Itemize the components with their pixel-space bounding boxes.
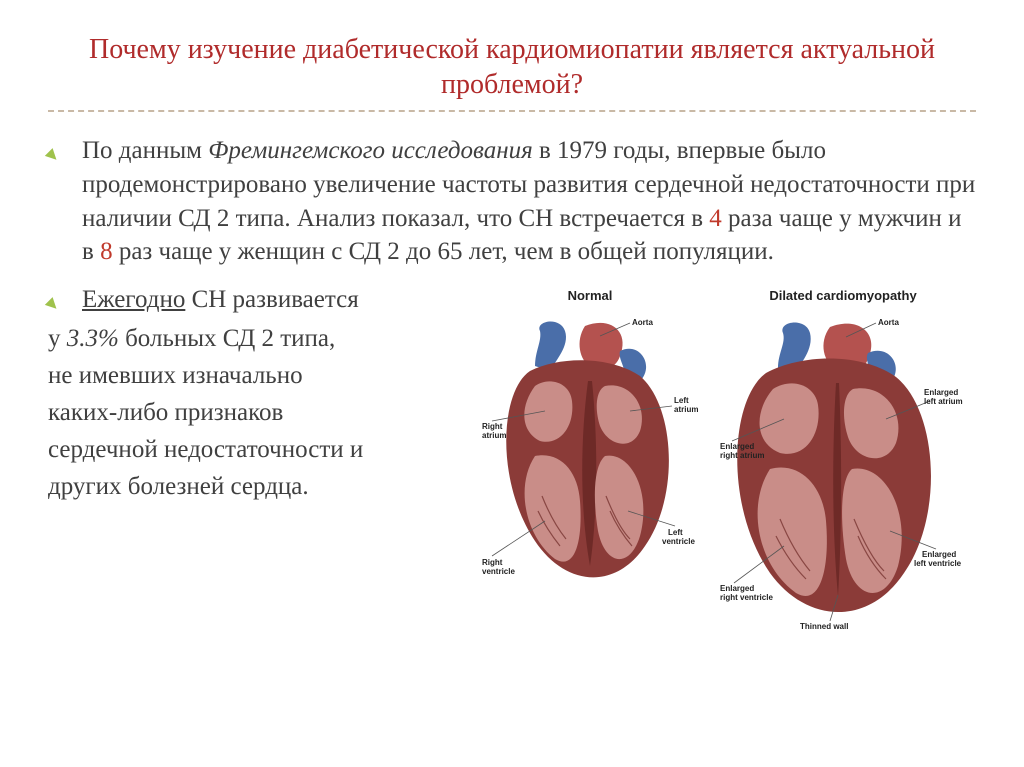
content-row: ▸ Ежегодно СН развивается у 3.3% больных…	[48, 283, 976, 631]
p2-rest: СН развивается	[185, 286, 358, 313]
label-aorta2: Aorta	[878, 318, 899, 327]
label-elv: Enlarged	[922, 550, 956, 559]
line-4: сердечной недостаточности и	[48, 432, 468, 467]
paragraph-1-text: По данным Фремингемского исследования в …	[82, 134, 976, 269]
label-aorta: Aorta	[632, 318, 653, 327]
p1-italic: Фремингемского исследования	[208, 137, 533, 164]
label-rv: Right	[482, 558, 503, 567]
heart-normal-title: Normal	[568, 287, 613, 305]
p1-rest3: раз чаще у женщин с СД 2 до 65 лет, чем …	[113, 238, 774, 265]
p1-n2: 8	[100, 238, 113, 265]
label-ra: Right	[482, 422, 503, 431]
line-1: у 3.3% больных СД 2 типа,	[48, 321, 468, 356]
label-lv: Left	[668, 528, 683, 537]
heart-normal-svg: Aorta Left atrium Right atrium Left vent…	[480, 311, 700, 611]
line-3: каких-либо признаков	[48, 395, 468, 430]
line-2: не имевших изначально	[48, 358, 468, 393]
label-thin: Thinned wall	[800, 622, 848, 631]
svg-text:ventricle: ventricle	[662, 537, 695, 546]
p1-lead: По данным	[82, 137, 208, 164]
l1b: больных СД 2 типа,	[119, 325, 335, 352]
label-ela: Enlarged	[924, 388, 958, 397]
heart-dilated-svg: Aorta Enlarged left atrium Enlarged righ…	[718, 311, 968, 631]
svg-text:atrium: atrium	[674, 405, 698, 414]
l1-pct: 3.3%	[67, 325, 119, 352]
title-divider	[48, 110, 976, 112]
paragraph-1: ▸ По данным Фремингемского исследования …	[48, 134, 976, 269]
slide: Почему изучение диабетической кардиомиоп…	[0, 0, 1024, 767]
svg-text:right ventricle: right ventricle	[720, 593, 773, 602]
heart-normal-card: Normal	[480, 287, 700, 631]
heart-dilated-card: Dilated cardiomyopathy	[718, 287, 968, 631]
label-la: Left	[674, 396, 689, 405]
slide-body: ▸ По данным Фремингемского исследования …	[48, 134, 976, 631]
bullet-icon: ▸	[48, 134, 82, 269]
diagram-column: Normal	[480, 283, 976, 631]
svg-text:ventricle: ventricle	[482, 567, 515, 576]
l1a: у	[48, 325, 67, 352]
p2-under: Ежегодно	[82, 286, 185, 313]
p1-n1: 4	[709, 205, 722, 232]
svg-text:right atrium: right atrium	[720, 451, 764, 460]
heart-dilated-title: Dilated cardiomyopathy	[769, 287, 916, 305]
bullet-icon: ▸	[48, 283, 82, 317]
label-erv: Enlarged	[720, 584, 754, 593]
paragraph-2-text: Ежегодно СН развивается	[82, 283, 468, 317]
svg-text:left atrium: left atrium	[924, 397, 963, 406]
paragraph-2: ▸ Ежегодно СН развивается	[48, 283, 468, 317]
text-column: ▸ Ежегодно СН развивается у 3.3% больных…	[48, 283, 468, 506]
label-era: Enlarged	[720, 442, 754, 451]
svg-text:atrium: atrium	[482, 431, 506, 440]
line-5: других болезней сердца.	[48, 469, 468, 504]
svg-text:left ventricle: left ventricle	[914, 559, 962, 568]
slide-title: Почему изучение диабетической кардиомиоп…	[48, 32, 976, 102]
